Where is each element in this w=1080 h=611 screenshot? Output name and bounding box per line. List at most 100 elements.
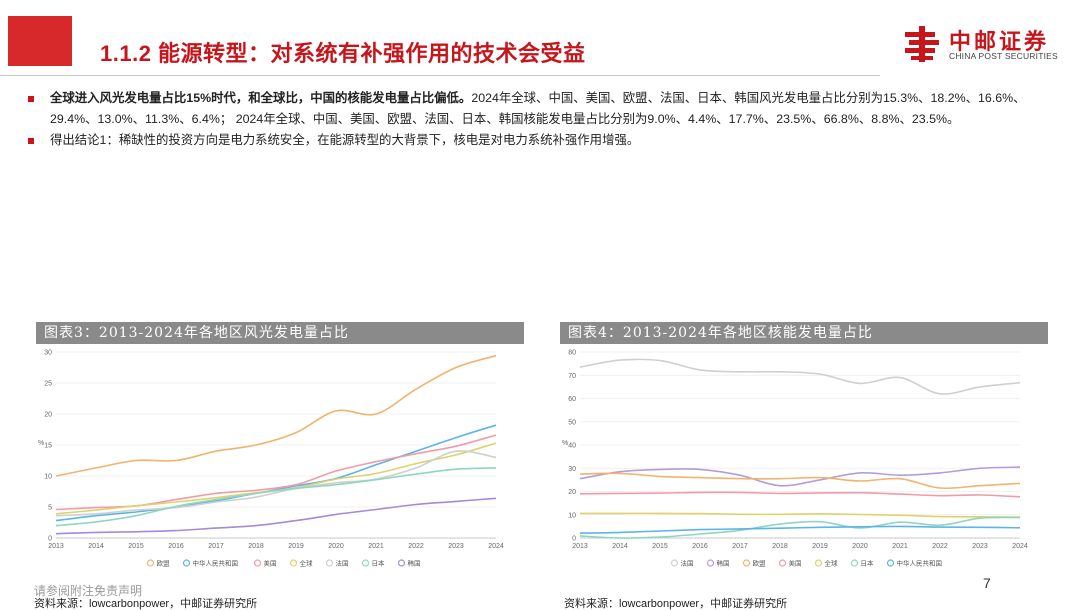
nuclear-chart-panel: 图表4：2013-2024年各地区核能发电量占比 0 10 20 30 40 50 60 70… (560, 322, 1048, 582)
bullet-text: 得出结论1：稀缺性的投资方向是电力系统安全，在能源转型的大背景下，核电是对电力系… (50, 133, 640, 147)
disclaimer-watermark: 请参阅附注免责声明 (34, 584, 143, 598)
series-line-欧盟 (55, 354, 497, 477)
legend-marker (814, 559, 823, 567)
x-tick-label: 2024 (1012, 543, 1028, 550)
x-tick-label: 2013 (48, 543, 64, 550)
nuclear-chart: 0 10 20 30 40 50 60 70 80% 2013 2014 2015 2016 2017 20… (562, 350, 1028, 568)
x-tick-label: 2020 (328, 543, 344, 550)
page-title: 1.1.2 能源转型：对系统有补强作用的技术会受益 (100, 41, 586, 66)
x-tick-label: 2017 (208, 543, 224, 550)
bullet-marker (28, 96, 34, 102)
y-tick-label: 25 (44, 381, 52, 388)
series-line-日本 (55, 467, 497, 527)
legend-label: 中华人民共和国 (897, 559, 943, 568)
legend-label: 中华人民共和国 (193, 559, 239, 568)
x-tick-label: 2015 (128, 543, 144, 550)
legend-marker (886, 559, 895, 567)
legend-label: 法国 (681, 559, 694, 568)
legend-marker (289, 559, 298, 567)
legend-label: 日本 (861, 559, 875, 568)
legend-label: 韩国 (408, 559, 421, 568)
x-tick-label: 2023 (972, 543, 988, 550)
y-tick-label: 10 (568, 512, 576, 519)
legend-label: 全球 (300, 559, 314, 568)
series-line-欧盟 (579, 472, 1021, 490)
legend-label: 日本 (372, 559, 386, 568)
y-tick-label: 30 (44, 350, 52, 357)
bullet-item: 全球进入风光发电量占比15%时代，和全球比，中国的核能发电量占比偏低。2024年… (28, 88, 1068, 130)
legend-label: 法国 (336, 559, 349, 568)
series-line-法国 (55, 450, 497, 517)
y-tick-label: 60 (568, 396, 576, 403)
y-tick-label: 40 (568, 443, 576, 450)
source-note: 资料来源：lowcarbonpower，中邮证券研究所 (564, 598, 788, 610)
legend-label: 美国 (789, 559, 802, 568)
legend-marker (706, 559, 715, 567)
bullet-item: 得出结论1：稀缺性的投资方向是电力系统安全，在能源转型的大背景下，核电是对电力系… (28, 130, 1068, 151)
x-tick-label: 2022 (408, 543, 424, 550)
legend-marker (146, 559, 155, 567)
x-tick-label: 2017 (732, 543, 748, 550)
x-tick-label: 2013 (572, 543, 588, 550)
series-line-中华人民共和国 (579, 525, 1021, 534)
page-number: 7 (983, 575, 991, 591)
legend-marker (325, 559, 334, 567)
y-tick-label: 20 (568, 489, 576, 496)
series-line-美国 (579, 491, 1021, 498)
y-tick-label: 30 (568, 466, 576, 473)
x-tick-label: 2014 (88, 543, 104, 550)
legend-marker (397, 559, 406, 567)
chart-title: 图表4：2013-2024年各地区核能发电量占比 (560, 322, 1048, 344)
y-tick-label: 20 (44, 412, 52, 419)
brand-corner-block (8, 16, 72, 66)
series-line-法国 (579, 358, 1021, 395)
y-axis-label: % (38, 440, 44, 447)
y-tick-label: 70 (568, 373, 576, 380)
y-tick-label: 50 (568, 419, 576, 426)
bullet-bold-text: 全球进入风光发电量占比15%时代，和全球比，中国的核能发电量占比偏低。 (50, 91, 472, 105)
x-tick-label: 2019 (812, 543, 828, 550)
y-tick-label: 15 (44, 443, 52, 450)
brand-name-cn: 中邮证券 (949, 29, 1050, 54)
x-tick-label: 2016 (692, 543, 708, 550)
legend-marker (742, 559, 751, 567)
x-tick-label: 2015 (652, 543, 668, 550)
title-divider (0, 75, 880, 76)
y-tick-label: 5 (48, 505, 52, 512)
source-note: 资料来源：lowcarbonpower，中邮证券研究所 (34, 598, 258, 610)
legend-label: 韩国 (717, 559, 730, 568)
china-post-logo-icon (905, 26, 939, 62)
bullet-list: 全球进入风光发电量占比15%时代，和全球比，中国的核能发电量占比偏低。2024年… (28, 88, 1068, 151)
x-tick-label: 2020 (852, 543, 868, 550)
y-tick-label: 0 (48, 536, 52, 543)
series-line-日本 (579, 516, 1021, 539)
legend-marker (670, 559, 679, 567)
series-line-中华人民共和国 (55, 424, 497, 522)
legend-label: 美国 (264, 559, 277, 568)
wind-solar-chart: 0 5 10 15 20 25 30% 2013 2014 2015 2016 2017 2018 201… (38, 350, 504, 568)
bullet-marker (28, 138, 34, 144)
x-tick-label: 2019 (288, 543, 304, 550)
brand-logo: 中邮证券 CHINA POST SECURITIES (903, 24, 1073, 64)
x-tick-label: 2023 (448, 543, 464, 550)
chart-title: 图表3：2013-2024年各地区风光发电量占比 (36, 322, 524, 344)
legend-marker (182, 559, 191, 567)
wind-solar-chart-panel: 图表3：2013-2024年各地区风光发电量占比 0 5 10 15 20 25 30% 20… (36, 322, 524, 582)
x-tick-label: 2018 (248, 543, 264, 550)
x-tick-label: 2016 (168, 543, 184, 550)
y-axis-label: % (562, 440, 568, 447)
x-tick-label: 2021 (368, 543, 384, 550)
legend-marker (850, 559, 859, 567)
x-tick-label: 2018 (772, 543, 788, 550)
series-line-韩国 (55, 497, 497, 535)
series-line-韩国 (579, 466, 1021, 487)
x-tick-label: 2022 (932, 543, 948, 550)
bullet-text: 2024年全球、中国、美国、欧盟、法国、日本、韩国风光发电量占比分别为15.3%… (50, 91, 1026, 126)
y-tick-label: 80 (568, 350, 576, 357)
y-tick-label: 10 (44, 474, 52, 481)
x-tick-label: 2024 (488, 543, 504, 550)
y-tick-label: 0 (572, 536, 576, 543)
series-line-全球 (580, 512, 1021, 518)
legend-marker (253, 559, 262, 567)
brand-name-en: CHINA POST SECURITIES (949, 51, 1058, 61)
